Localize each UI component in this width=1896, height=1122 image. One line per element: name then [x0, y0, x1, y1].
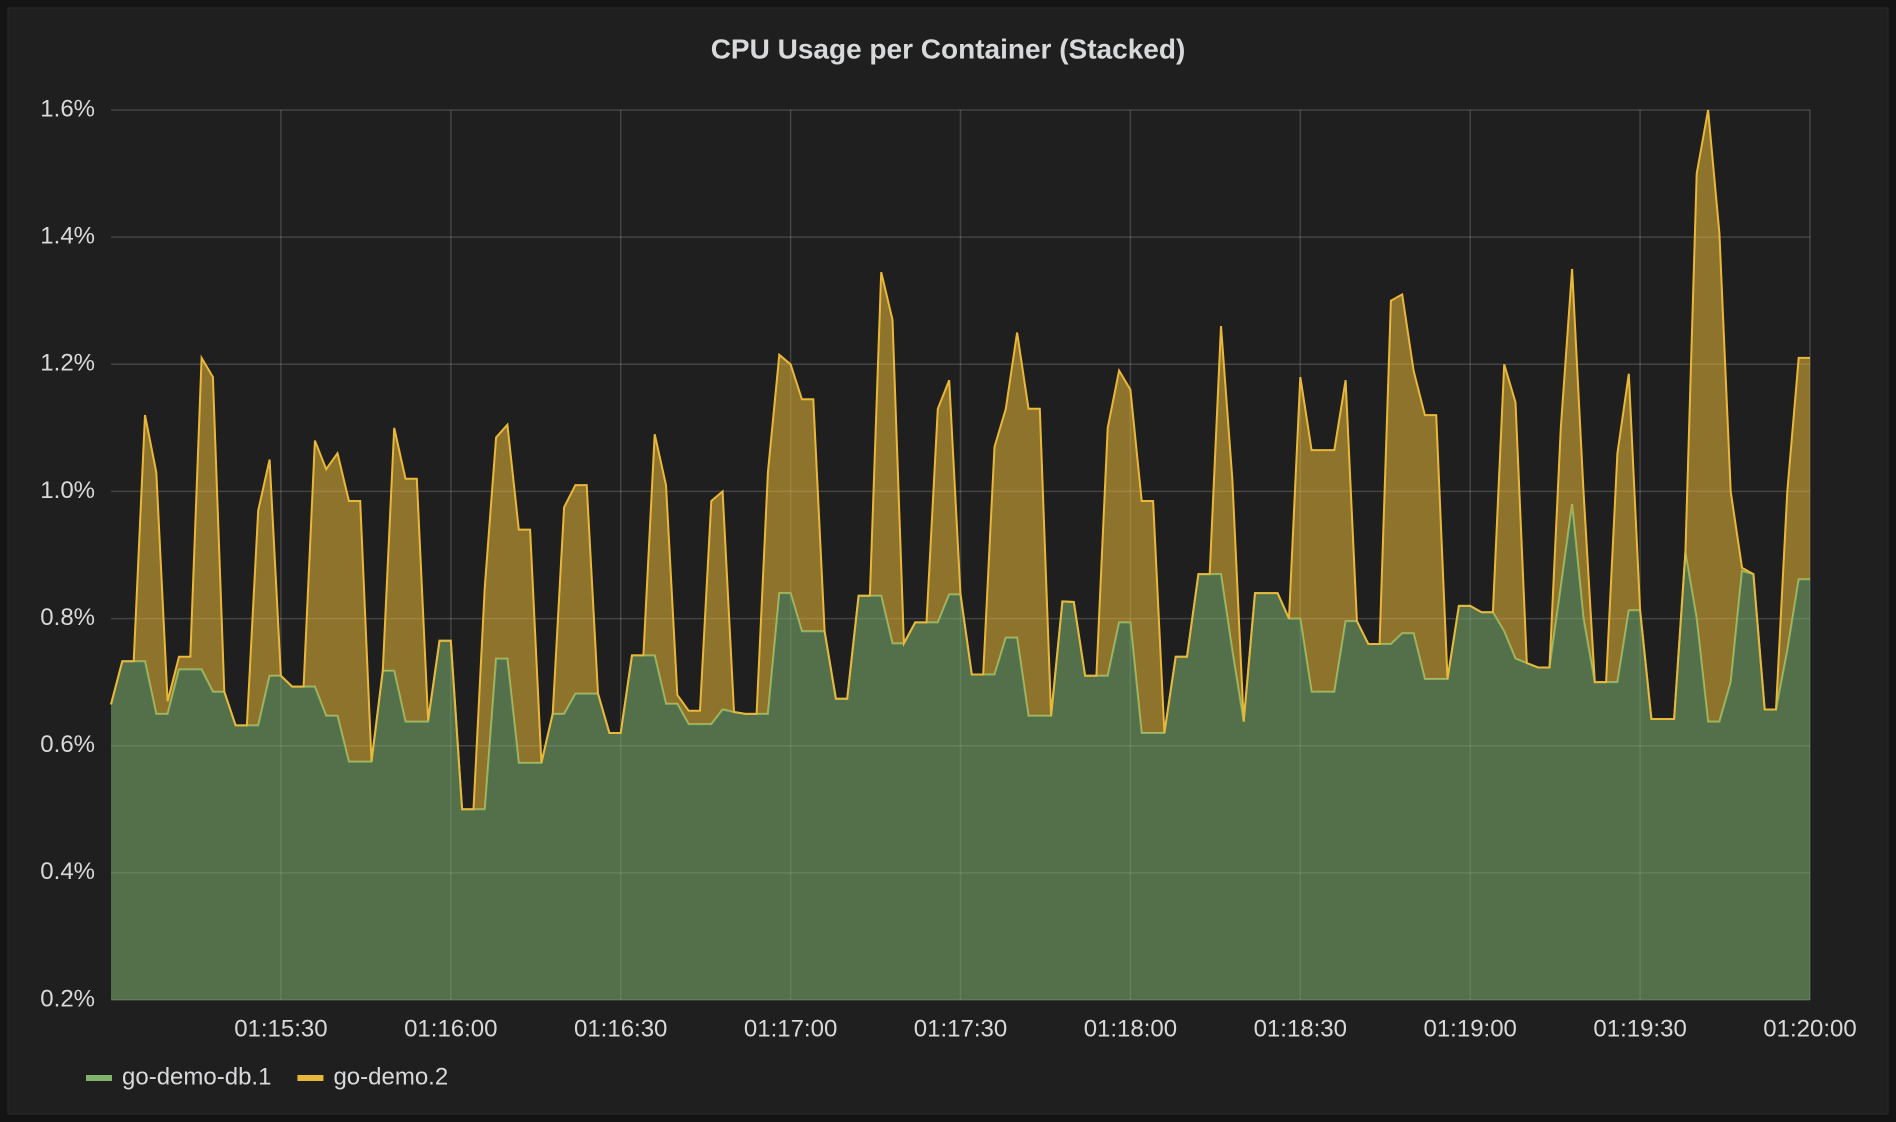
y-tick-label: 0.4% — [40, 858, 95, 885]
y-tick-label: 0.6% — [40, 731, 95, 758]
x-tick-label: 01:15:30 — [234, 1015, 327, 1042]
x-tick-label: 01:16:30 — [574, 1015, 667, 1042]
x-tick-label: 01:18:30 — [1254, 1015, 1347, 1042]
area-fill — [111, 504, 1810, 1000]
legend-label: go-demo-db.1 — [122, 1063, 271, 1090]
y-tick-label: 0.2% — [40, 985, 95, 1012]
y-tick-label: 1.2% — [40, 350, 95, 377]
x-tick-label: 01:18:00 — [1084, 1015, 1177, 1042]
y-tick-label: 1.0% — [40, 477, 95, 504]
area-fill — [111, 110, 1810, 810]
x-tick-label: 01:19:00 — [1423, 1015, 1516, 1042]
chart-title: CPU Usage per Container (Stacked) — [711, 33, 1186, 64]
series-line — [110, 109, 1810, 811]
legend-label: go-demo.2 — [333, 1063, 448, 1090]
x-tick-label: 01:17:00 — [744, 1015, 837, 1042]
x-tick-label: 01:16:00 — [404, 1015, 497, 1042]
y-tick-label: 0.8% — [40, 604, 95, 631]
y-tick-label: 1.6% — [40, 95, 95, 122]
x-tick-label: 01:19:30 — [1593, 1015, 1686, 1042]
x-tick-label: 01:17:30 — [914, 1015, 1007, 1042]
x-tick-label: 01:20:00 — [1763, 1015, 1856, 1042]
y-tick-label: 1.4% — [40, 222, 95, 249]
